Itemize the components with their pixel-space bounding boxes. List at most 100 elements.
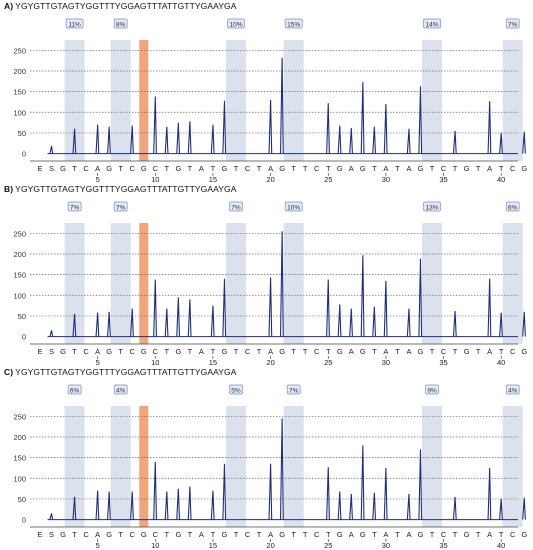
base-call: A	[95, 347, 100, 356]
peak	[187, 299, 192, 337]
pyrogram-panel-a: A) YGYGTTGTAGTYGGTTTYGGAGTTTATTGTTYGAAYGA…	[0, 0, 533, 183]
base-call: A	[349, 347, 354, 356]
base-call: G	[279, 530, 285, 539]
base-call: C	[245, 164, 251, 173]
peak	[187, 486, 192, 520]
methylation-badge	[286, 384, 301, 395]
base-call: C	[314, 530, 320, 539]
base-call: T	[291, 530, 296, 539]
base-call: T	[211, 530, 216, 539]
cpg-site-shade	[283, 40, 304, 161]
panel-label: A)	[4, 1, 14, 11]
peak	[49, 330, 54, 337]
base-call: G	[222, 347, 228, 356]
x-tick-label: 20	[266, 175, 274, 183]
methylation-badge	[423, 18, 441, 29]
base-call: T	[165, 164, 170, 173]
methylation-badge	[229, 384, 243, 395]
base-call: T	[118, 347, 123, 356]
base-call: G	[60, 164, 66, 173]
base-call: G	[279, 164, 285, 173]
methylation-label: 7%	[116, 205, 126, 212]
peak	[383, 103, 388, 154]
peak	[49, 146, 54, 154]
base-call: T	[188, 164, 193, 173]
x-tick-label: 25	[324, 541, 332, 549]
x-tick-label: 15	[209, 358, 217, 366]
base-call: T	[291, 164, 296, 173]
base-call: T	[72, 530, 77, 539]
base-call: E	[37, 164, 42, 173]
cpg-site-shade	[110, 223, 131, 344]
methylation-label: 9%	[427, 388, 437, 395]
base-call: G	[337, 164, 343, 173]
pyrogram-panel-b: B) YGYGTTGTAGTYGGTTTYGGAGTTTATTGTTYGAAYGA…	[0, 183, 533, 366]
base-call: A	[199, 164, 204, 173]
base-call: G	[464, 164, 470, 173]
base-call: A	[487, 347, 492, 356]
methylation-badge	[505, 18, 520, 29]
base-call: T	[499, 530, 504, 539]
x-tick-label: 10	[151, 358, 159, 366]
base-call: G	[360, 347, 366, 356]
peak	[176, 488, 181, 520]
x-tick-label: 5	[96, 541, 100, 549]
x-tick-label: 20	[266, 541, 274, 549]
base-call: S	[49, 347, 54, 356]
base-call: T	[291, 347, 296, 356]
base-call: C	[83, 530, 89, 539]
methylation-label: 8%	[116, 22, 126, 29]
base-call: G	[464, 347, 470, 356]
base-call: G	[279, 347, 285, 356]
panel-label: B)	[4, 184, 14, 194]
base-call: G	[60, 530, 66, 539]
methylation-badge	[425, 384, 439, 395]
base-call: G	[360, 530, 366, 539]
sequence-text: YGYGTTGTAGTYGGTTTYGGAGTTTATTGTTYGAAYGA	[15, 1, 237, 11]
base-call: G	[521, 530, 527, 539]
y-tick-label: 250	[13, 46, 26, 55]
base-call: T	[395, 347, 400, 356]
peak	[499, 312, 503, 337]
base-call: G	[175, 164, 181, 173]
x-tick-label: 5	[96, 358, 100, 366]
peak	[222, 463, 227, 520]
peak	[360, 82, 365, 154]
base-call: E	[37, 530, 42, 539]
methylation-label: 4%	[508, 388, 518, 395]
peak	[452, 310, 457, 337]
peak	[268, 463, 273, 520]
y-tick-label: 0	[22, 516, 26, 525]
cpg-site-shade	[502, 406, 523, 527]
peak	[187, 121, 192, 154]
sequence-header: C) YGYGTTGTAGTYGGTTTYGGAGTTTATTGTTYGAAYGA	[4, 367, 237, 377]
peak	[383, 467, 388, 520]
peak	[349, 493, 353, 520]
peak	[130, 308, 134, 337]
peak	[349, 308, 353, 337]
base-call: C	[130, 347, 136, 356]
methylation-label: 7%	[508, 22, 518, 29]
base-call: G	[106, 347, 112, 356]
peak	[337, 304, 342, 337]
base-call: T	[118, 530, 123, 539]
base-call: A	[487, 164, 492, 173]
peak	[210, 124, 215, 154]
methylation-label: 7%	[70, 205, 80, 212]
cpg-site-shade	[64, 223, 85, 344]
base-call: C	[314, 347, 320, 356]
base-call: T	[476, 530, 481, 539]
base-call: T	[453, 530, 458, 539]
base-call: C	[245, 530, 251, 539]
base-call: T	[188, 347, 193, 356]
base-call: T	[303, 164, 308, 173]
y-tick-label: 250	[13, 412, 26, 421]
base-call: C	[83, 164, 89, 173]
base-call: C	[510, 530, 516, 539]
x-tick-label: 35	[439, 358, 447, 366]
x-tick-label: 30	[382, 175, 390, 183]
methylation-badge	[113, 384, 128, 395]
base-call: S	[49, 164, 54, 173]
